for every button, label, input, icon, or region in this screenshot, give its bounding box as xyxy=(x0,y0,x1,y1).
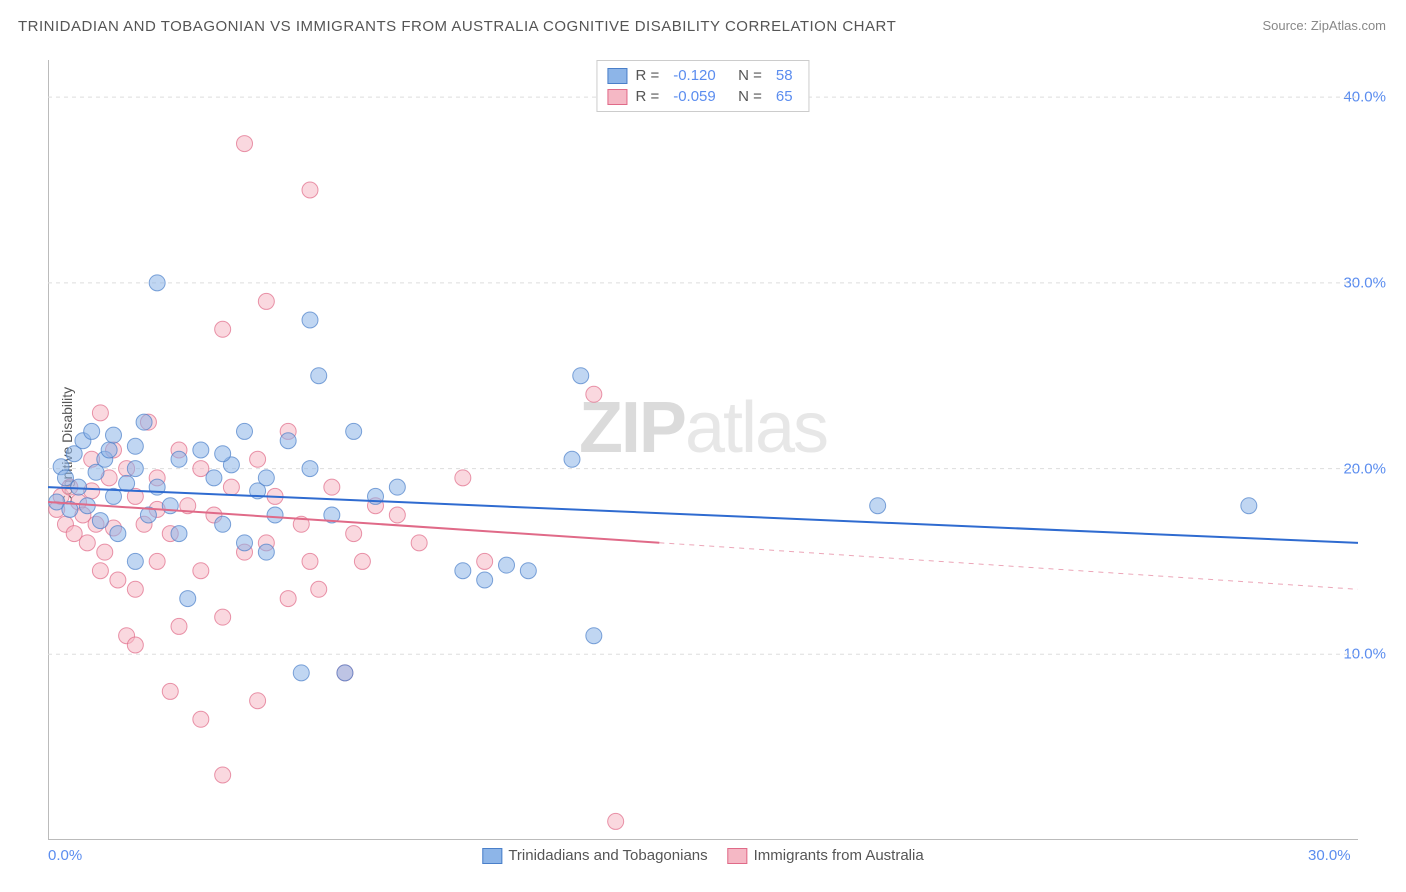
legend-label-2: Immigrants from Australia xyxy=(754,847,924,864)
x-tick-label: 0.0% xyxy=(48,847,82,864)
n-label: N = xyxy=(730,88,762,105)
stats-row-series-2: R = -0.059 N = 65 xyxy=(607,86,798,107)
n-value-1: 58 xyxy=(776,67,793,84)
series-legend: Trinidadians and Tobagonians Immigrants … xyxy=(476,847,929,864)
stats-row-series-1: R = -0.120 N = 58 xyxy=(607,65,798,86)
r-value-2: -0.059 xyxy=(673,88,716,105)
legend-item-1: Trinidadians and Tobagonians xyxy=(482,847,707,864)
n-value-2: 65 xyxy=(776,88,793,105)
r-label: R = xyxy=(635,67,659,84)
swatch-legend-2 xyxy=(728,848,748,864)
r-value-1: -0.120 xyxy=(673,67,716,84)
x-tick-label: 30.0% xyxy=(1308,847,1351,864)
source-attribution: Source: ZipAtlas.com xyxy=(1262,18,1386,33)
swatch-series-2 xyxy=(607,89,627,105)
n-label: N = xyxy=(730,67,762,84)
swatch-legend-1 xyxy=(482,848,502,864)
swatch-series-1 xyxy=(607,68,627,84)
stats-legend: R = -0.120 N = 58 R = -0.059 N = 65 xyxy=(596,60,809,112)
legend-label-1: Trinidadians and Tobagonians xyxy=(508,847,707,864)
chart-title: TRINIDADIAN AND TOBAGONIAN VS IMMIGRANTS… xyxy=(18,18,896,35)
r-label: R = xyxy=(635,88,659,105)
legend-item-2: Immigrants from Australia xyxy=(728,847,924,864)
scatter-chart-svg xyxy=(48,60,1358,840)
